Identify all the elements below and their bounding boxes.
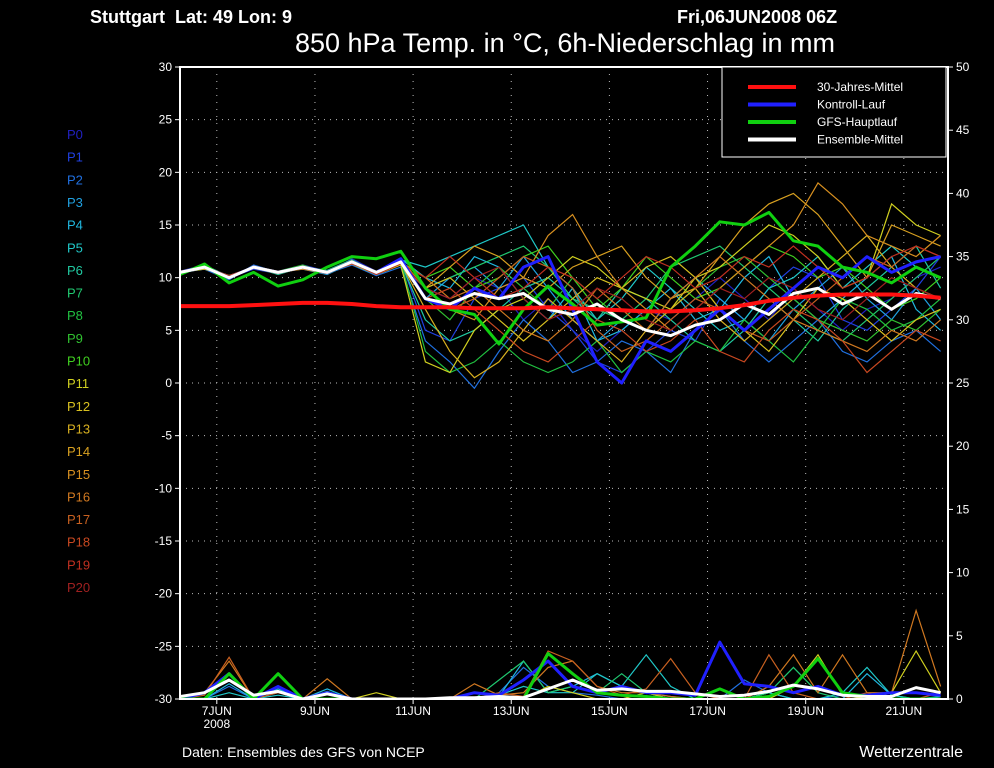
y-tick-label: -10	[155, 481, 173, 495]
y-tick-label: 20	[159, 165, 173, 179]
y-tick-label: 30	[159, 60, 173, 74]
y-tick-label: 10	[159, 271, 173, 285]
temp-line-ensemble-mittel	[181, 260, 941, 338]
member-label-p2: P2	[67, 172, 83, 187]
x-tick-label: 17JUN	[689, 704, 726, 718]
data-source-label: Daten: Ensembles des GFS von NCEP	[182, 744, 425, 760]
temp-line-gfs-hauptlauf	[181, 210, 942, 346]
x-tick-label: 13JUN	[493, 704, 530, 718]
legend-label: 30-Jahres-Mittel	[817, 80, 903, 94]
x-tick-label: 9JUN	[300, 704, 330, 718]
precip-line-gfs-hauptlauf	[181, 652, 941, 698]
y2-tick-label: 40	[956, 186, 970, 200]
y-tick-label: 0	[165, 376, 172, 390]
plot-frame	[179, 66, 949, 700]
y2-tick-label: 45	[956, 123, 970, 137]
y-tick-label: -15	[155, 534, 173, 548]
precip-line-p17	[182, 650, 941, 698]
precip-line-p11	[353, 649, 942, 698]
member-label-p17: P17	[67, 512, 90, 527]
member-label-p12: P12	[67, 399, 90, 414]
member-label-p8: P8	[67, 308, 83, 323]
y-tick-label: -20	[155, 587, 173, 601]
member-label-p1: P1	[67, 150, 83, 165]
legend-box	[721, 66, 947, 158]
y-tick-label: -5	[161, 429, 172, 443]
temp-line-30-jahres-mittel	[181, 292, 941, 314]
member-label-p11: P11	[67, 376, 89, 391]
member-label-p19: P19	[67, 557, 90, 572]
series-layer	[181, 181, 942, 698]
y-tick-label: 25	[159, 113, 173, 127]
member-label-p10: P10	[67, 354, 90, 369]
y2-tick-label: 10	[956, 566, 970, 580]
x-tick-label: 7JUN	[202, 704, 232, 718]
y2-tick-label: 50	[956, 60, 970, 74]
x-tick-label: 21JUN	[885, 704, 922, 718]
y2-tick-label: 35	[956, 250, 970, 264]
x-tick-sublabel: 2008	[203, 717, 230, 731]
y2-tick-label: 20	[956, 439, 970, 453]
legend-label: GFS-Hauptlauf	[817, 115, 898, 129]
legend-label: Kontroll-Lauf	[817, 98, 886, 112]
y-tick-label: -30	[155, 692, 173, 706]
member-label-p16: P16	[67, 489, 90, 504]
member-label-p7: P7	[67, 286, 83, 301]
axes: 302520151050-5-10-15-20-25-3050454035302…	[155, 60, 970, 731]
member-label-p0: P0	[67, 127, 83, 142]
y2-tick-label: 15	[956, 502, 970, 516]
y-tick-label: -25	[155, 639, 173, 653]
member-label-p5: P5	[67, 240, 83, 255]
member-label-p14: P14	[67, 444, 90, 459]
member-label-p20: P20	[67, 580, 90, 595]
grid	[180, 67, 948, 699]
member-label-p13: P13	[67, 421, 90, 436]
y2-tick-label: 30	[956, 313, 970, 327]
member-labels: P0 P1 P2 P3 P4 P5 P6 P7 P8 P9 P10 P11 P12 P13 P14 P15 P1…	[67, 127, 90, 595]
member-label-p6: P6	[67, 263, 83, 278]
x-tick-label: 19JUN	[787, 704, 824, 718]
chart-title: 850 hPa Temp. in °C, 6h-Niederschlag in …	[295, 28, 835, 58]
legend: 30-Jahres-Mittel Kontroll-Lauf GFS-Hauptla…	[721, 66, 947, 158]
member-label-p18: P18	[67, 535, 90, 550]
brand-label: Wetterzentrale	[859, 744, 963, 761]
temp-line-p15	[181, 181, 941, 332]
member-label-p4: P4	[67, 218, 83, 233]
y2-tick-label: 0	[956, 692, 963, 706]
y-tick-label: 15	[159, 218, 173, 232]
precip-line-ensemble-mittel	[181, 678, 941, 698]
member-label-p9: P9	[67, 331, 83, 346]
run-time-label: Fri,06JUN2008 06Z	[677, 7, 837, 27]
x-tick-label: 15JUN	[591, 704, 628, 718]
location-label: Stuttgart Lat: 49 Lon: 9	[90, 7, 292, 27]
member-label-p15: P15	[67, 467, 90, 482]
member-label-p3: P3	[67, 195, 83, 210]
x-tick-label: 11JUN	[395, 704, 431, 718]
y2-tick-label: 25	[956, 376, 970, 390]
legend-label: Ensemble-Mittel	[817, 133, 903, 147]
y-tick-label: 5	[165, 323, 172, 337]
y2-tick-label: 5	[956, 629, 963, 643]
